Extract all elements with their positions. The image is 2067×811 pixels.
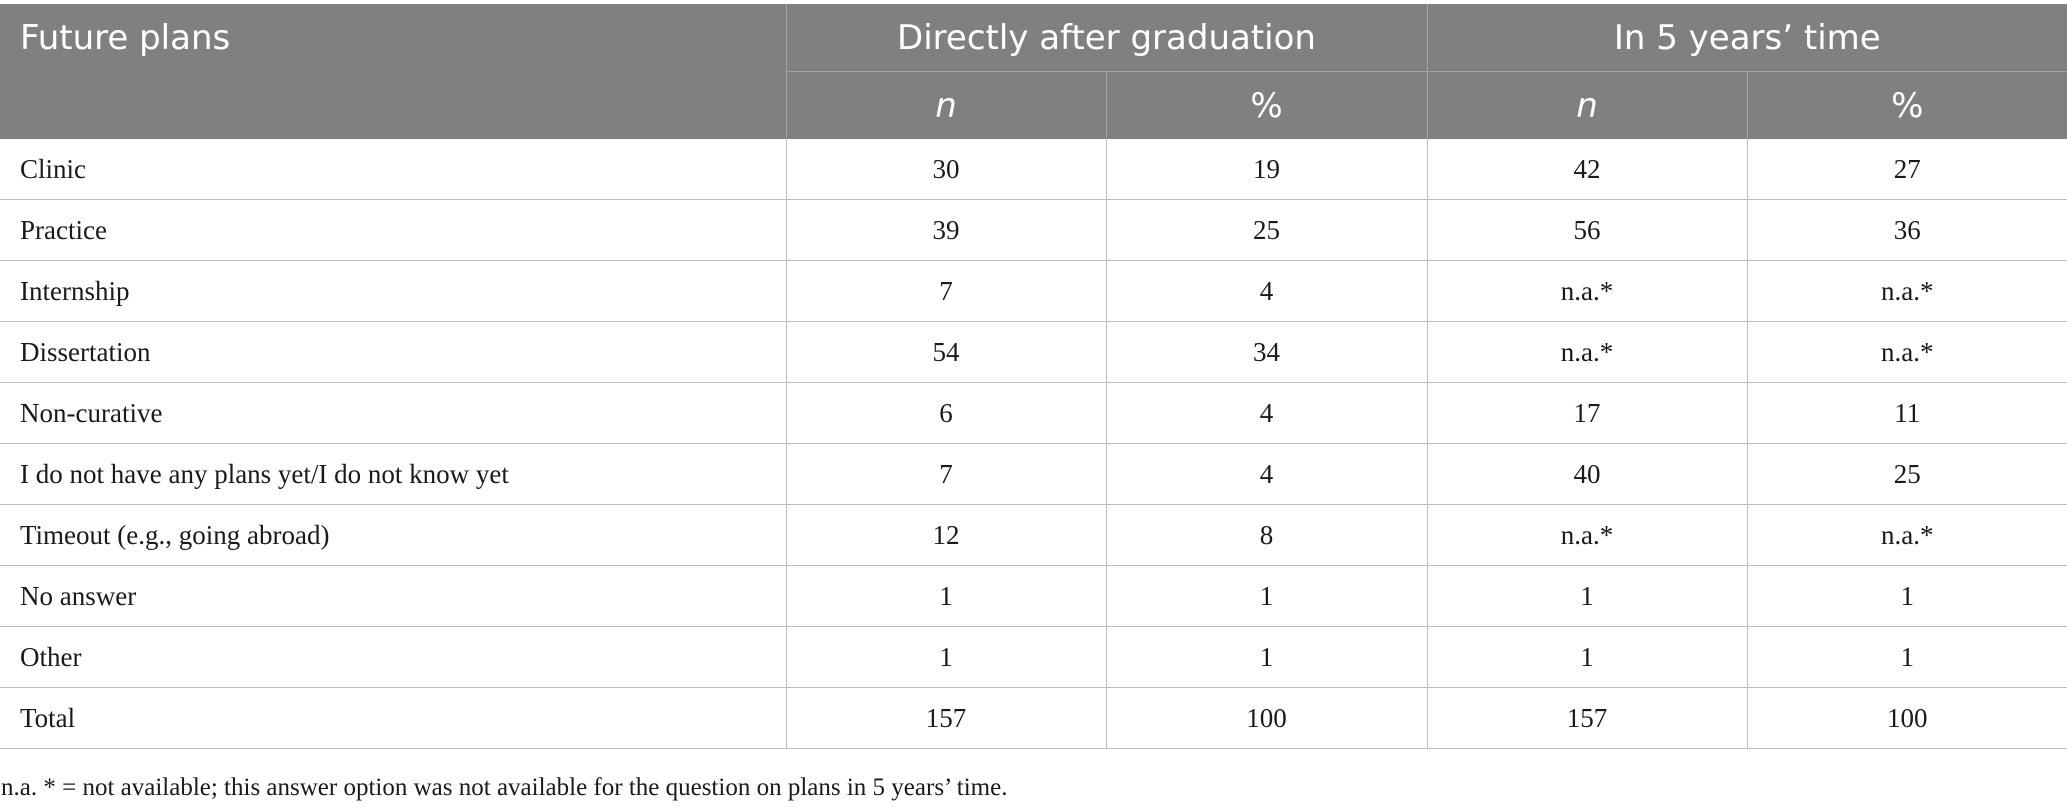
table-cell: 39 xyxy=(786,199,1107,261)
row-label: Non-curative xyxy=(0,382,787,444)
header-n-graduation: n xyxy=(786,71,1107,139)
table-cell: 7 xyxy=(786,443,1107,505)
table-cell: 40 xyxy=(1427,443,1748,505)
table-cell: 25 xyxy=(1747,443,2067,505)
header-future-plans: Future plans xyxy=(0,4,787,139)
table-row: Practice 39 25 56 36 xyxy=(0,199,2067,261)
table-row: Clinic 30 19 42 27 xyxy=(0,139,2067,200)
table-cell: 1 xyxy=(1106,565,1428,627)
table-cell: 54 xyxy=(786,321,1107,383)
table-cell: n.a.* xyxy=(1427,321,1748,383)
table-row: Other 1 1 1 1 xyxy=(0,626,2067,688)
table-cell: n.a.* xyxy=(1747,504,2067,566)
table-cell: 17 xyxy=(1427,382,1748,444)
table-cell: 1 xyxy=(1747,626,2067,688)
future-plans-table: Future plans Directly after graduation I… xyxy=(0,4,2067,749)
table-cell: 56 xyxy=(1427,199,1748,261)
table-cell: 1 xyxy=(1106,626,1428,688)
table-cell: n.a.* xyxy=(1427,260,1748,322)
table-cell: 1 xyxy=(786,626,1107,688)
table-cell: 27 xyxy=(1747,139,2067,200)
table-cell: 34 xyxy=(1106,321,1428,383)
table-row: Timeout (e.g., going abroad) 12 8 n.a.* n.a.… xyxy=(0,504,2067,566)
header-percent-5-years: % xyxy=(1747,71,2067,139)
table-cell: n.a.* xyxy=(1747,260,2067,322)
row-label: Dissertation xyxy=(0,321,787,383)
table-row: Non-curative 6 4 17 11 xyxy=(0,382,2067,444)
header-in-5-years: In 5 years’ time xyxy=(1427,4,2067,72)
table-cell: 8 xyxy=(1106,504,1428,566)
row-label: I do not have any plans yet/I do not kno… xyxy=(0,443,787,505)
row-label: Internship xyxy=(0,260,787,322)
row-label: Practice xyxy=(0,199,787,261)
header-percent-graduation: % xyxy=(1106,71,1428,139)
table-body: Clinic 30 19 42 27 Practice 39 25 56 36 Internship… xyxy=(0,139,2067,749)
table-cell: 6 xyxy=(786,382,1107,444)
row-label: Total xyxy=(0,687,787,749)
header-directly-after-graduation: Directly after graduation xyxy=(786,4,1428,72)
row-label: No answer xyxy=(0,565,787,627)
header-n-5-years: n xyxy=(1427,71,1748,139)
table-cell: 30 xyxy=(786,139,1107,200)
table-cell: 4 xyxy=(1106,260,1428,322)
table-cell: 7 xyxy=(786,260,1107,322)
header-row-groups: Future plans Directly after graduation I… xyxy=(0,4,2067,139)
table-row: I do not have any plans yet/I do not kno… xyxy=(0,443,2067,505)
table-header: Future plans Directly after graduation I… xyxy=(0,4,2067,139)
table-footnote: n.a. * = not available; this answer opti… xyxy=(1,774,1008,801)
table-row: Total 157 100 157 100 xyxy=(0,687,2067,749)
table-cell: 36 xyxy=(1747,199,2067,261)
table-cell: 25 xyxy=(1106,199,1428,261)
table-cell: 12 xyxy=(786,504,1107,566)
table-cell: 100 xyxy=(1106,687,1428,749)
table-row: Internship 7 4 n.a.* n.a.* xyxy=(0,260,2067,322)
table-row: Dissertation 54 34 n.a.* n.a.* xyxy=(0,321,2067,383)
table-cell: 42 xyxy=(1427,139,1748,200)
table-cell: 19 xyxy=(1106,139,1428,200)
table-row: No answer 1 1 1 1 xyxy=(0,565,2067,627)
table-cell: 1 xyxy=(1747,565,2067,627)
header-row-sub: n % n % xyxy=(0,71,2067,139)
table-cell: 4 xyxy=(1106,382,1428,444)
table-cell: 1 xyxy=(786,565,1107,627)
table-cell: n.a.* xyxy=(1747,321,2067,383)
table-cell: 157 xyxy=(786,687,1107,749)
table-cell: 11 xyxy=(1747,382,2067,444)
row-label: Clinic xyxy=(0,139,787,200)
table-cell: 4 xyxy=(1106,443,1428,505)
table-cell: 100 xyxy=(1747,687,2067,749)
row-label: Timeout (e.g., going abroad) xyxy=(0,504,787,566)
table-cell: 157 xyxy=(1427,687,1748,749)
table-cell: n.a.* xyxy=(1427,504,1748,566)
table-cell: 1 xyxy=(1427,565,1748,627)
table-cell: 1 xyxy=(1427,626,1748,688)
row-label: Other xyxy=(0,626,787,688)
